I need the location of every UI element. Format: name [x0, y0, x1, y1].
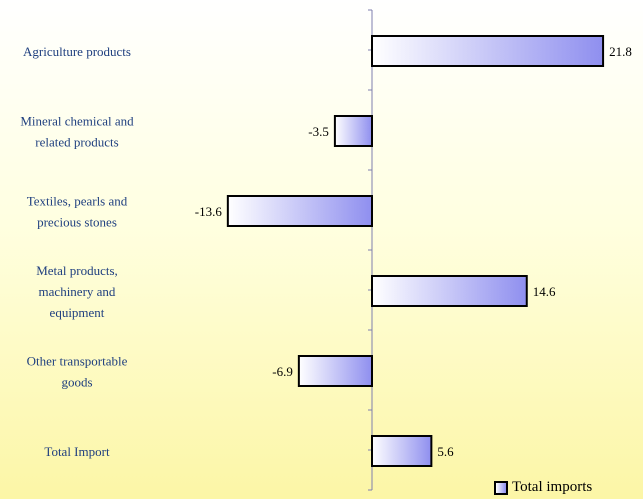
legend-swatch	[494, 480, 508, 495]
category-label: Mineral chemical and	[20, 114, 134, 129]
category-label: machinery and	[39, 284, 116, 299]
category-label: Total Import	[44, 444, 110, 459]
legend: Total imports	[494, 479, 592, 496]
category-label: equipment	[50, 305, 105, 320]
category-label: Textiles, pearls and	[27, 194, 128, 209]
data-label: 21.8	[609, 44, 632, 59]
bar	[371, 35, 605, 67]
data-label: -3.5	[308, 124, 329, 139]
data-label: -13.6	[195, 204, 223, 219]
bar	[371, 275, 528, 307]
data-label: 14.6	[533, 284, 556, 299]
bar	[371, 435, 433, 467]
bar	[226, 195, 373, 227]
category-label: Other transportable	[27, 354, 128, 369]
data-label: -6.9	[272, 364, 293, 379]
data-label: 5.6	[437, 444, 454, 459]
bar	[297, 355, 373, 387]
category-label: Metal products,	[36, 263, 118, 278]
category-label: precious stones	[37, 215, 117, 230]
category-label: goods	[61, 375, 92, 390]
bar	[333, 115, 373, 147]
category-label: Agriculture products	[23, 44, 131, 59]
category-label: related products	[35, 135, 118, 150]
legend-label: Total imports	[512, 479, 593, 495]
